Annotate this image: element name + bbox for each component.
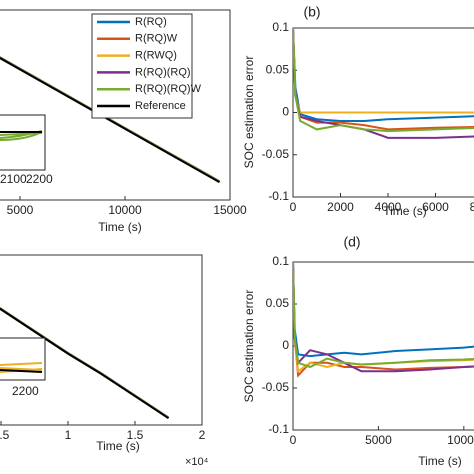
x-tick-label: 8000: [470, 200, 474, 214]
plot-area: [293, 28, 474, 139]
inset-tick-label: 2100: [0, 172, 27, 186]
x-tick-label: 15000: [213, 203, 247, 217]
x-multiplier: ×10⁴: [185, 456, 209, 468]
plot-area: [0, 56, 221, 184]
inset-tick-label: 2200: [12, 384, 39, 398]
y-tick-label: 0.1: [272, 254, 289, 268]
x-tick-label: 10000: [108, 203, 142, 217]
y-tick-label: -0.05: [262, 147, 290, 161]
legend-label: R(RQ)W: [135, 33, 178, 45]
series-line: [293, 262, 474, 369]
series-line: [293, 262, 474, 358]
y-tick-label: -0.1: [268, 422, 289, 436]
x-axis-label: Time (s): [383, 204, 427, 218]
x-axis-label: Time (s): [418, 454, 462, 468]
inset-box: [0, 114, 46, 171]
panel-title: (b): [303, 4, 320, 20]
legend-box: [91, 13, 193, 119]
legend-label: Reference: [135, 100, 186, 112]
panel: 0 5000 10000 -0.1 -0.05 0 0.05 0.1 Time (s) (d) SO…: [242, 234, 474, 468]
inset-a: 2100 2200: [0, 114, 53, 186]
x-tick-label: 5000: [365, 433, 392, 447]
x-tick-label: 2: [199, 428, 206, 442]
series-line: [0, 56, 220, 184]
y-tick-label: -0.05: [262, 380, 290, 394]
x-tick-label: 6000: [422, 200, 449, 214]
inset-box: [0, 337, 46, 381]
legend-label: R(RQ)(RQ)W: [135, 83, 202, 95]
series-line: [293, 28, 474, 133]
y-axis-label: SOC estimation error: [242, 290, 256, 403]
series-line: [0, 307, 170, 420]
y-tick-label: 0: [282, 105, 289, 119]
x-tick-label: 1: [65, 428, 72, 442]
legend-label: R(RWQ): [135, 50, 177, 62]
inset-tick-label: 2200: [26, 172, 53, 186]
inset-line: [0, 369, 43, 373]
plot-area: [293, 262, 474, 378]
plot-area: [0, 306, 170, 420]
x-tick-label: 0.5: [0, 428, 10, 442]
x-tick-label: 2000: [327, 200, 354, 214]
x-tick-label: 0: [290, 200, 297, 214]
legend: R(RQ) R(RQ)W R(RWQ) R(RQ)(RQ) R(RQ)(RQ)W Refe…: [97, 16, 202, 112]
panel-title: (d): [343, 234, 360, 250]
panel: 0 2000 4000 6000 8000 -0.1 -0.05 0 0.05 0.1 Time (…: [242, 4, 474, 218]
y-tick-label: 0.05: [266, 62, 290, 76]
x-axis-label: Time (s): [98, 220, 142, 234]
x-tick-label: 5000: [7, 203, 34, 217]
axes-box: [292, 261, 474, 431]
x-tick-label: 1.5: [127, 428, 144, 442]
inset-c: 2200: [0, 337, 46, 398]
x-tick-label: 0: [290, 433, 297, 447]
x-tick-label: 4000: [375, 200, 402, 214]
legend-label: R(RQ): [135, 16, 167, 28]
x-tick-label: 10000: [447, 433, 474, 447]
x-axis-label: Time (s): [96, 439, 140, 453]
y-tick-label: 0: [282, 338, 289, 352]
y-axis-label: SOC estimation error: [242, 56, 256, 169]
y-tick-label: 0.1: [272, 20, 289, 34]
legend-label: R(RQ)(RQ): [135, 66, 191, 78]
y-tick-label: 0.05: [266, 296, 290, 310]
y-tick-label: -0.1: [268, 189, 289, 203]
